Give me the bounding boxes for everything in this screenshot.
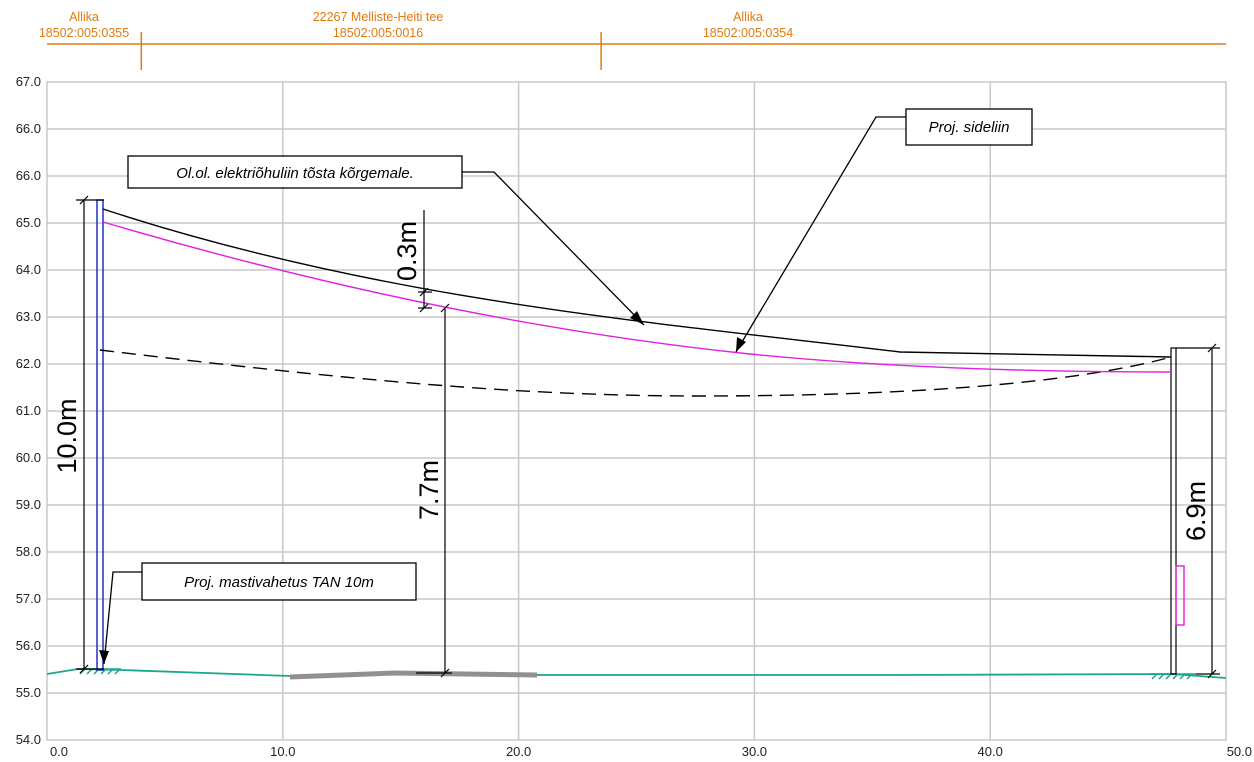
road-surface [289,670,538,680]
dimension-height-right [1176,343,1220,679]
parcel-3-code: 18502:005:0354 [703,26,793,40]
callout-mast-label: Proj. mastivahetus TAN 10m [184,574,374,591]
mast-right [1170,347,1177,675]
y-tick-label: 54.0 [16,732,41,747]
y-tick-label: 64.0 [16,262,41,277]
y-tick-label: 57.0 [16,591,41,606]
parcel-2-name: 22267 Melliste-Heiti tee [313,10,444,24]
y-tick-label: 67.0 [16,74,41,89]
y-tick-label: 63.0 [16,309,41,324]
parcel-1-name: Allika [69,10,99,24]
y-tick-label: 60.0 [16,450,41,465]
callout-telecom-line-label: Proj. sideliin [929,119,1010,136]
x-tick-label: 10.0 [270,744,295,759]
dimension-height-mid-label: 7.7m [414,460,444,520]
callout-telecom-line: Proj. sideliin [735,108,1033,353]
y-tick-label: 61.0 [16,403,41,418]
parcel-3-name: Allika [733,10,763,24]
y-tick-label: 62.0 [16,356,41,371]
callout-mast: Proj. mastivahetus TAN 10m [99,562,417,665]
y-tick-label: 56.0 [16,638,41,653]
x-tick-labels: 0.0 10.0 20.0 30.0 40.0 50.0 [50,744,1252,759]
power-line-raised [102,208,1172,358]
telecom-line [102,221,1172,373]
parcel-boundaries [140,32,602,70]
dimension-height-right-label: 6.9m [1181,481,1211,541]
y-tick-label: 66.0 [16,168,41,183]
x-tick-label: 50.0 [1227,744,1252,759]
y-tick-label: 58.0 [16,544,41,559]
y-tick-label: 66.0 [16,121,41,136]
dimension-mast-height [76,195,104,674]
x-tick-label: 20.0 [506,744,531,759]
ground-line [46,668,1227,679]
dimension-height-mid [416,303,452,678]
dimension-clearance-label: 0.3m [392,221,422,281]
parcel-1-code: 18502:005:0355 [39,26,129,40]
dimension-clearance [418,210,432,313]
x-tick-label: 30.0 [742,744,767,759]
x-tick-label: 40.0 [978,744,1003,759]
telecom-attachment-right [1175,565,1185,626]
parcel-2-code: 18502:005:0016 [333,26,423,40]
dimension-mast-height-label: 10.0m [52,398,82,473]
y-tick-label: 65.0 [16,215,41,230]
callout-power-line-label: Ol.ol. elektriõhuliin tõsta kõrgemale. [176,165,414,182]
y-tick-label: 59.0 [16,497,41,512]
y-tick-labels: 54.0 55.0 56.0 57.0 58.0 59.0 60.0 61.0 62.0 63.0… [16,74,41,747]
x-tick-label: 0.0 [50,744,68,759]
ground-hatch-right [1150,673,1196,680]
y-tick-label: 55.0 [16,685,41,700]
callout-power-line: Ol.ol. elektriõhuliin tõsta kõrgemale. [127,155,645,326]
parcel-strip: Allika 18502:005:0355 22267 Melliste-Hei… [39,10,1226,70]
power-line-existing [99,349,1172,397]
